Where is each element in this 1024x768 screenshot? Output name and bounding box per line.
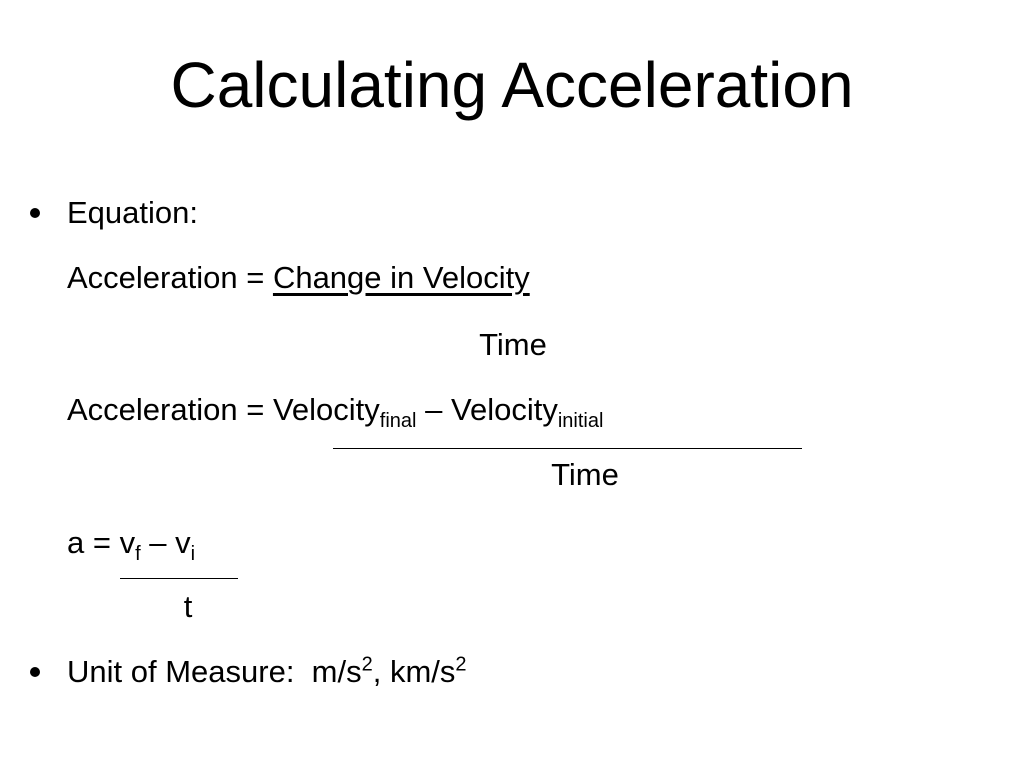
formula-line: Acceleration = Change in Velocity [67, 258, 530, 298]
formula-denominator: Time [551, 457, 619, 492]
subscript: initial [557, 410, 604, 433]
bullet [30, 667, 40, 677]
formula-operator: – [425, 392, 443, 427]
formula-lhs: Acceleration = [67, 392, 265, 427]
formula-operator: – [149, 525, 167, 560]
subscript: final [379, 410, 417, 433]
slide-title: Calculating Acceleration [170, 49, 854, 121]
fraction-bar [333, 448, 802, 449]
formula-line: Acceleration = Velocityfinal – Velocityi… [67, 390, 604, 433]
formula-term: Velocity [272, 392, 380, 427]
formula-term: v [175, 525, 191, 560]
formula-term: v [119, 525, 136, 560]
fraction-bar [120, 578, 238, 579]
formula-denominator: t [183, 589, 193, 624]
formula-line: a = vf – vi [67, 523, 196, 566]
exponent: 2 [361, 653, 373, 676]
bullet-text: Equation: [67, 195, 198, 230]
formula-numerator: Change in Velocity [272, 260, 530, 295]
formula-term: Velocity [450, 392, 558, 427]
separator: , [372, 654, 382, 689]
subscript: f [135, 543, 141, 566]
exponent: 2 [455, 653, 467, 676]
bullet [30, 208, 40, 218]
formula-denominator: Time [479, 327, 547, 362]
formula-lhs: Acceleration = [67, 260, 265, 295]
subscript: i [190, 543, 196, 566]
bullet-text: Unit of Measure: m/s2, km/s2 [67, 652, 467, 692]
unit: km/s [389, 654, 456, 689]
units-label: Unit of Measure: [67, 654, 295, 689]
unit: m/s [311, 654, 362, 689]
formula-lhs: a = [67, 525, 111, 560]
